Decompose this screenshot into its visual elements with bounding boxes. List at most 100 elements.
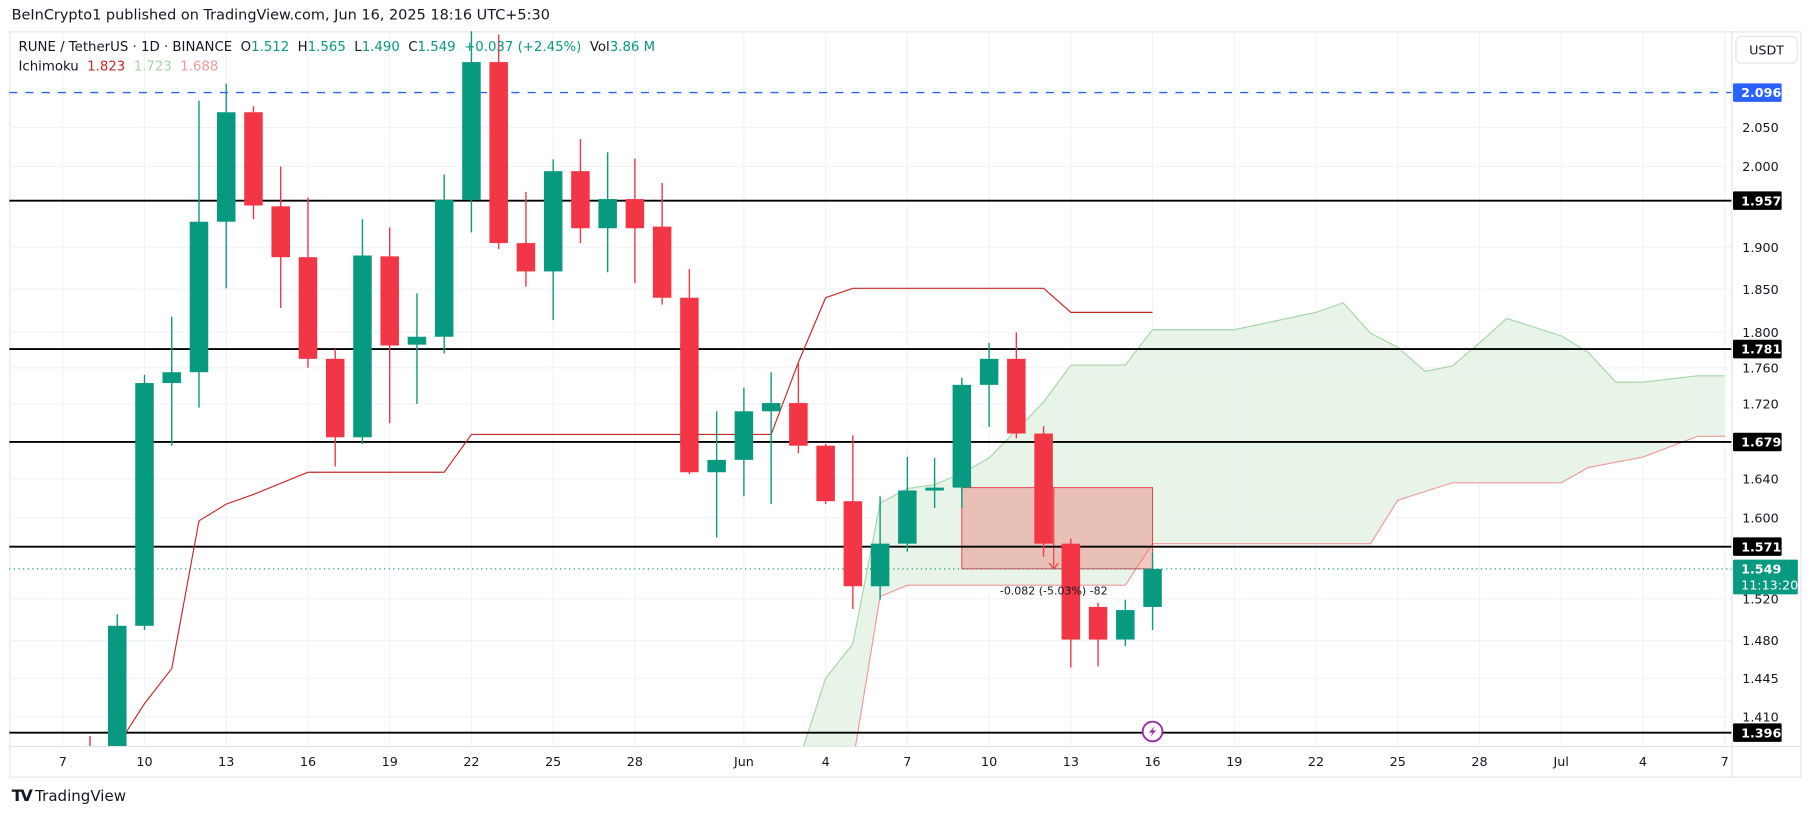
candle	[952, 377, 972, 509]
ichimoku-cloud	[803, 302, 1725, 747]
candle	[625, 158, 645, 284]
candle-body	[1007, 358, 1026, 434]
candle-body	[244, 112, 263, 206]
price-badge	[1733, 191, 1782, 210]
price-axis-label: 1.850	[1742, 282, 1778, 297]
candle-body	[1143, 568, 1162, 607]
candle	[925, 457, 944, 509]
candle-body	[271, 206, 290, 258]
candle-body	[434, 199, 454, 337]
indicator-span-a-value: 1.723	[133, 57, 172, 75]
candle	[816, 443, 835, 505]
price-badge-label: 1.957	[1741, 193, 1781, 208]
ichimoku-span-b	[854, 435, 1725, 747]
price-axis-label: 2.050	[1742, 120, 1778, 135]
ichimoku-span-a	[802, 302, 1725, 747]
measure-box	[961, 487, 1154, 570]
candle	[707, 411, 726, 538]
price-axis-label: 1.900	[1742, 240, 1778, 255]
low-label: L	[354, 38, 362, 55]
lightning-alert-icon[interactable]	[1141, 720, 1164, 743]
price-axis-label: 1.720	[1742, 397, 1778, 412]
candle-body	[1034, 433, 1053, 544]
candle-body	[407, 336, 427, 345]
indicator-legend[interactable]: Ichimoku 1.823 1.723 1.688	[19, 58, 219, 74]
last-price-badge	[1733, 559, 1798, 595]
candle-body	[680, 297, 699, 473]
time-axis-label: 7	[1721, 754, 1729, 769]
time-axis-label: 10	[136, 754, 152, 769]
volume-label: Vol	[589, 38, 610, 55]
price-badge-label: 1.781	[1741, 342, 1781, 357]
price-badge-label: 2.096	[1741, 85, 1781, 100]
indicator-span-b-value: 1.688	[180, 57, 219, 75]
candle-body	[216, 112, 236, 222]
candle-body	[816, 445, 835, 502]
price-axis-label: 1.410	[1742, 710, 1778, 725]
candle	[271, 166, 290, 309]
candle-body	[325, 358, 345, 438]
symbol-name[interactable]: RUNE / TetherUS · 1D · BINANCE	[18, 38, 233, 55]
candle	[734, 387, 754, 497]
candle-body	[843, 501, 863, 587]
candle-body	[571, 171, 590, 229]
candle	[870, 496, 890, 600]
measure-arrow-head-icon	[1048, 562, 1059, 570]
candle	[1034, 426, 1053, 557]
candle	[434, 174, 454, 354]
time-axis-label: 7	[59, 754, 67, 769]
candle	[489, 34, 508, 249]
candle	[380, 227, 399, 424]
candle-body	[1116, 610, 1135, 640]
last-price-label: 1.549	[1741, 561, 1781, 576]
time-axis-label: 25	[545, 754, 561, 769]
price-badge-label: 1.679	[1741, 435, 1781, 450]
time-axis-label: 4	[1639, 754, 1647, 769]
time-axis-label: 22	[1308, 754, 1324, 769]
candle	[1116, 599, 1135, 646]
price-axis-label: 1.480	[1742, 633, 1778, 648]
candle	[761, 372, 781, 505]
close-label: C	[408, 38, 418, 55]
time-axis-label: 7	[903, 754, 911, 769]
candle	[598, 152, 617, 273]
candle	[462, 31, 481, 233]
candle	[789, 363, 808, 454]
volume-value: 3.86 M	[609, 38, 656, 55]
candle	[162, 316, 181, 446]
time-axis-label: 25	[1390, 754, 1406, 769]
candle-body	[870, 543, 890, 587]
candle	[1143, 552, 1162, 631]
time-axis-label: Jun	[733, 754, 754, 769]
candle-body	[598, 199, 617, 229]
price-badge-label: 1.571	[1741, 539, 1781, 554]
candle-body	[189, 221, 209, 373]
candle-body	[1061, 543, 1081, 640]
price-badge	[1733, 339, 1782, 359]
price-badge	[1733, 432, 1782, 452]
candle	[571, 139, 590, 244]
low-value: 1.490	[361, 38, 400, 55]
candle	[979, 342, 999, 428]
time-axis-label: 10	[981, 754, 997, 769]
currency-button[interactable]: USDT	[1735, 35, 1798, 64]
measure-label: -0.082 (-5.03%) -82	[1000, 584, 1108, 597]
candle	[189, 100, 209, 408]
price-axis-label: 1.520	[1742, 591, 1778, 606]
candle-body	[979, 358, 999, 385]
bar-countdown-label: 11:13:20	[1741, 578, 1798, 593]
candle-body	[761, 403, 781, 412]
candle-body	[516, 243, 536, 272]
candle	[652, 183, 672, 305]
ichimoku-base-line	[116, 287, 1153, 747]
candle-body	[353, 255, 372, 438]
tradingview-wordmark: TradingView	[35, 787, 127, 805]
time-axis-label: 16	[300, 754, 316, 769]
price-badge	[1733, 83, 1782, 102]
candle	[244, 106, 263, 220]
candle-body	[1088, 606, 1108, 640]
candle	[407, 293, 427, 404]
candle-body	[898, 490, 917, 544]
